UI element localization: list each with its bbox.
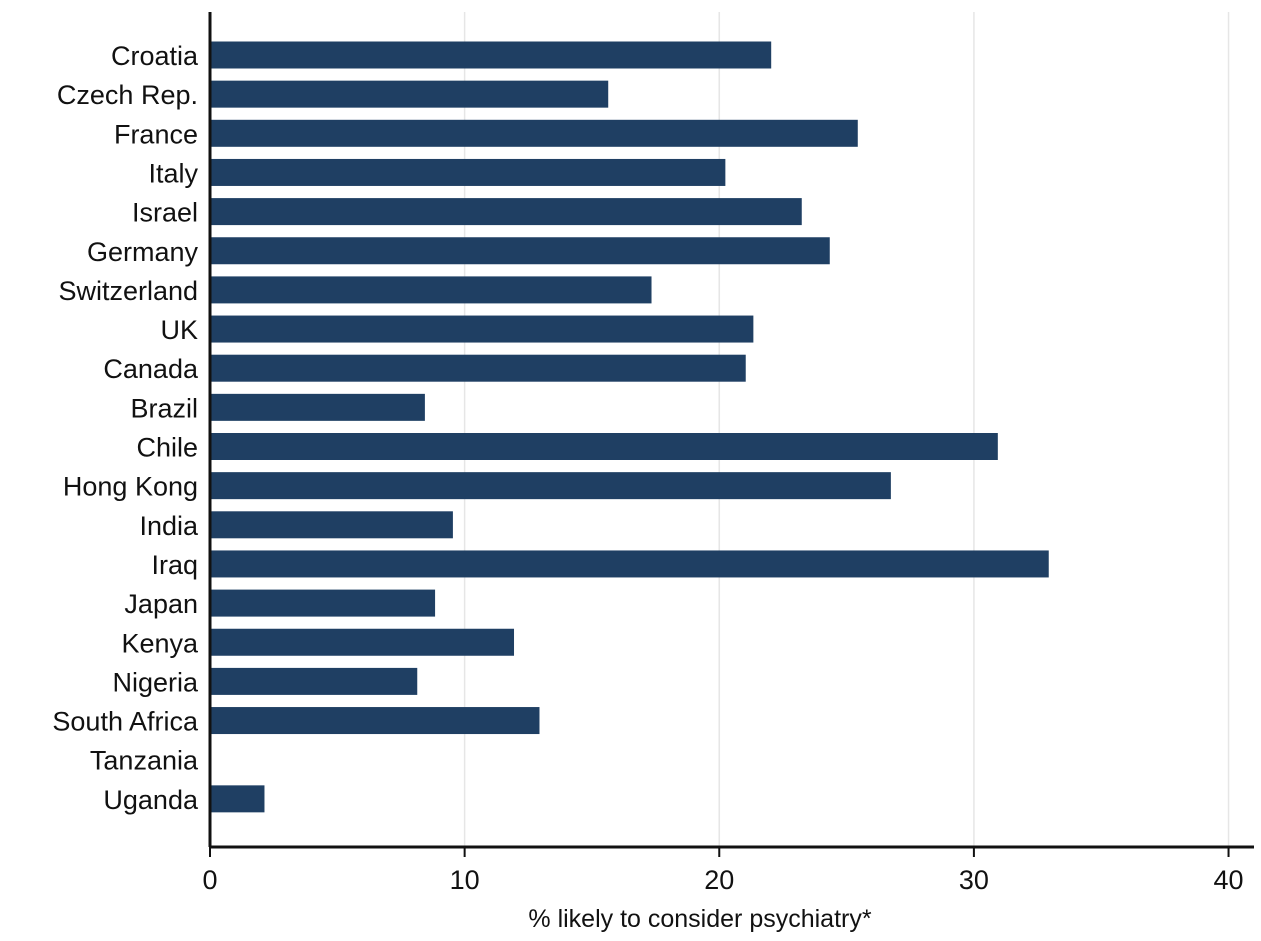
x-tick-label-0: 0 xyxy=(202,865,217,895)
bar-1 xyxy=(211,80,609,108)
category-label-10: Chile xyxy=(136,433,198,463)
bar-3 xyxy=(211,158,726,186)
bar-2 xyxy=(211,119,858,147)
bar-5 xyxy=(211,237,830,265)
bar-14 xyxy=(211,589,436,617)
category-label-4: Israel xyxy=(132,198,198,228)
category-label-3: Italy xyxy=(148,158,198,188)
bar-19 xyxy=(211,785,265,813)
category-label-13: Iraq xyxy=(151,550,198,580)
category-label-0: Croatia xyxy=(111,41,199,71)
category-label-1: Czech Rep. xyxy=(57,80,198,110)
category-labels: Croatia Czech Rep. France Italy Israel German… xyxy=(52,41,199,815)
category-label-2: France xyxy=(114,119,198,149)
bar-15 xyxy=(211,628,515,656)
x-axis-title: % likely to consider psychiatry* xyxy=(528,905,871,933)
category-label-17: South Africa xyxy=(52,707,199,737)
category-label-8: Canada xyxy=(103,354,199,384)
category-label-9: Brazil xyxy=(130,393,198,423)
bar-10 xyxy=(211,433,998,460)
category-label-7: UK xyxy=(160,315,198,345)
bar-12 xyxy=(211,511,453,539)
bar-13 xyxy=(211,550,1049,578)
bar-11 xyxy=(211,472,891,500)
category-label-16: Nigeria xyxy=(112,667,199,697)
bar-17 xyxy=(211,707,540,735)
x-tick-label-4: 40 xyxy=(1214,865,1244,895)
category-label-6: Switzerland xyxy=(58,276,198,306)
category-label-11: Hong Kong xyxy=(63,472,198,502)
category-label-18: Tanzania xyxy=(90,746,199,776)
category-label-14: Japan xyxy=(124,589,198,619)
category-label-5: Germany xyxy=(87,237,199,267)
bar-7 xyxy=(211,315,754,343)
axes xyxy=(208,12,1254,849)
x-axis-ticks: 0 10 20 30 40 xyxy=(202,847,1244,895)
x-tick-label-1: 10 xyxy=(450,865,480,895)
bar-6 xyxy=(211,276,652,304)
bars xyxy=(211,41,1049,813)
category-label-12: India xyxy=(139,511,199,541)
x-tick-label-3: 30 xyxy=(959,865,989,895)
bar-16 xyxy=(211,667,418,695)
bar-4 xyxy=(211,198,802,226)
bar-8 xyxy=(211,354,746,382)
bar-0 xyxy=(211,41,772,69)
x-tick-label-2: 20 xyxy=(704,865,734,895)
category-label-19: Uganda xyxy=(103,785,199,815)
category-label-15: Kenya xyxy=(121,628,199,658)
bar-9 xyxy=(211,393,425,421)
